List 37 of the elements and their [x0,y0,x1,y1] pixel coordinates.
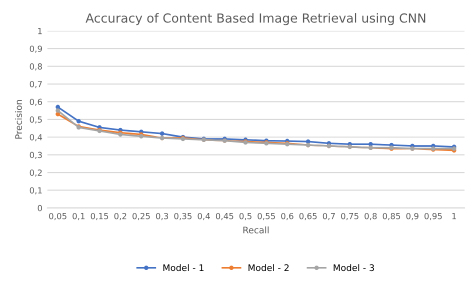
y-axis-title: Precision [14,100,22,139]
x-tick-label: 0,65 [299,212,317,220]
y-tick-label: 0,4 [30,134,42,142]
legend-label: Model - 3 [334,264,374,272]
legend-label: Model - 2 [248,264,289,272]
x-tick-label: 0,5 [239,212,252,220]
y-tick-label: 0,6 [30,98,42,106]
y-tick-label: 0 [38,204,42,212]
x-tick-label: 0,4 [198,212,210,220]
x-tick-label: 0,1 [72,212,85,220]
y-tick-label: 0,1 [30,187,42,194]
x-tick-label: 0,3 [156,212,168,220]
x-tick-label: 0,6 [281,212,294,220]
x-tick-label: 0,75 [341,212,358,220]
y-tick-label: 0,7 [30,81,42,88]
x-tick-label: 1 [452,213,456,220]
x-tick-label: 0,35 [174,212,192,220]
y-tick-label: 0,2 [30,170,42,177]
legend-label: Model - 1 [163,264,204,272]
x-tick-label: 0,55 [258,212,275,220]
x-tick-label: 0,15 [90,212,108,220]
x-tick-label: 0,2 [114,212,126,220]
x-tick-label: 0,8 [364,212,377,220]
y-tick-label: 0,5 [30,116,42,124]
x-tick-label: 0,25 [132,212,150,220]
y-tick-label: 0,9 [30,46,42,53]
x-tick-label: 0,7 [322,212,335,220]
x-tick-label: 0,05 [49,212,66,220]
x-tick-label: 0,85 [382,212,400,220]
x-axis-title: Recall [243,226,269,234]
x-tick-label: 0,95 [424,212,442,220]
x-tick-label: 0,45 [216,212,234,220]
y-tick-label: 1 [38,28,42,34]
y-tick-label: 0,3 [30,152,42,159]
chart-title: Accuracy of Content Based Image Retrieval using CNN [86,13,426,26]
x-tick-label: 0,9 [406,212,418,220]
y-tick-label: 0,8 [30,63,42,70]
